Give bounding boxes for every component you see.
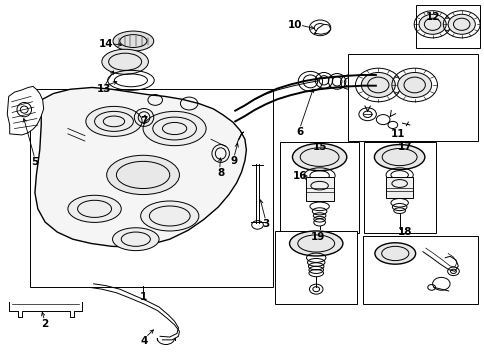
- Polygon shape: [35, 87, 246, 247]
- Bar: [275, 231, 356, 304]
- Bar: [305, 177, 333, 201]
- Bar: [280, 142, 358, 233]
- Polygon shape: [7, 86, 44, 135]
- Ellipse shape: [374, 243, 415, 264]
- Text: 3: 3: [262, 219, 269, 229]
- Text: 16: 16: [292, 171, 306, 181]
- Ellipse shape: [106, 155, 179, 195]
- Text: 17: 17: [397, 142, 411, 152]
- Text: 2: 2: [41, 319, 48, 329]
- Text: 11: 11: [390, 129, 404, 139]
- Polygon shape: [314, 24, 330, 34]
- Bar: [30, 89, 272, 287]
- Text: 6: 6: [296, 127, 302, 137]
- Ellipse shape: [113, 31, 153, 51]
- Text: 15: 15: [312, 142, 327, 152]
- Text: 12: 12: [425, 12, 439, 22]
- Ellipse shape: [68, 195, 121, 222]
- Text: 1: 1: [139, 292, 146, 302]
- Bar: [415, 5, 479, 48]
- Ellipse shape: [140, 201, 198, 231]
- Ellipse shape: [289, 231, 342, 256]
- Bar: [363, 142, 435, 233]
- Ellipse shape: [86, 106, 142, 136]
- Bar: [385, 177, 412, 198]
- Ellipse shape: [143, 111, 206, 146]
- Ellipse shape: [112, 228, 159, 251]
- Ellipse shape: [361, 72, 394, 97]
- Ellipse shape: [374, 145, 424, 170]
- Text: 5: 5: [31, 157, 38, 167]
- Ellipse shape: [292, 144, 346, 171]
- Bar: [348, 54, 477, 141]
- Text: 19: 19: [310, 232, 324, 242]
- Text: 18: 18: [397, 227, 411, 237]
- Ellipse shape: [397, 72, 431, 97]
- Text: 14: 14: [98, 39, 113, 49]
- Text: 4: 4: [140, 336, 148, 346]
- Text: 9: 9: [230, 156, 237, 166]
- Ellipse shape: [447, 14, 474, 34]
- Text: 7: 7: [140, 116, 148, 126]
- Bar: [362, 236, 477, 304]
- Ellipse shape: [102, 49, 148, 74]
- Text: 8: 8: [217, 168, 224, 178]
- Text: 10: 10: [287, 20, 302, 30]
- Ellipse shape: [418, 14, 445, 34]
- Text: 13: 13: [97, 84, 111, 94]
